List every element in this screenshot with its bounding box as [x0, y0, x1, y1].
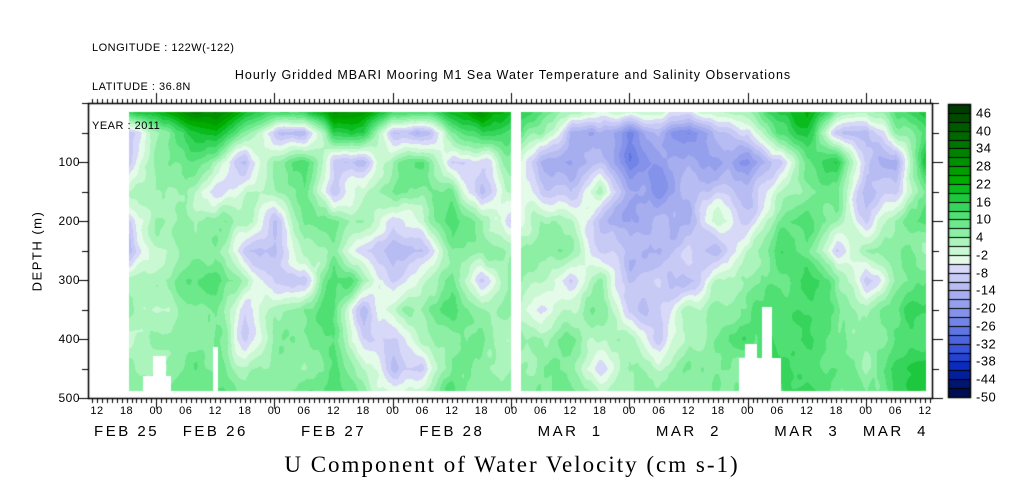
x-date-label: FEB 27	[301, 423, 367, 440]
colorbar-tick-label: -50	[976, 389, 997, 405]
x-hour-tick-label: 12	[445, 405, 459, 417]
x-hour-tick-label: 18	[593, 405, 607, 417]
x-hour-tick-label: 00	[149, 405, 163, 417]
colorbar-tick-label: -14	[976, 282, 997, 298]
y-axis-title: DEPTH (m)	[29, 210, 45, 292]
longitude-label: LONGITUDE : 122W(-122)	[92, 42, 235, 54]
colorbar-tick-label: -26	[976, 318, 997, 334]
colorbar-tick-label: -8	[976, 265, 989, 281]
x-hour-tick-label: 06	[415, 405, 429, 417]
x-date-label: MAR 2	[655, 423, 721, 440]
x-hour-tick-label: 00	[386, 405, 400, 417]
x-date-label: FEB 25	[94, 423, 160, 440]
colorbar-tick-label: 28	[976, 158, 992, 174]
colorbar-tick-label: -2	[976, 247, 989, 263]
x-hour-tick-label: 12	[918, 405, 932, 417]
x-hour-tick-label: 12	[681, 405, 696, 417]
colorbar-tick-label: 22	[976, 176, 992, 192]
colorbar-tick-label: 40	[976, 123, 992, 139]
x-hour-tick-label: 06	[770, 405, 784, 417]
x-hour-tick-label: 12	[563, 405, 577, 417]
y-tick-label: 100	[58, 155, 80, 169]
x-hour-tick-label: 00	[622, 405, 636, 417]
y-tick-label: 500	[58, 391, 80, 405]
x-hour-tick-label: 12	[90, 405, 104, 417]
colorbar-tick-label: -32	[976, 336, 997, 352]
x-hour-tick-label: 18	[119, 405, 134, 417]
colorbar-tick-label: 10	[976, 211, 992, 227]
colorbar-tick-label: -44	[976, 371, 997, 387]
latitude-label: LATITUDE : 36.8N	[92, 81, 191, 93]
y-tick-label: 300	[58, 273, 80, 287]
y-tick-label: 200	[58, 214, 80, 228]
x-hour-tick-label: 00	[740, 405, 755, 417]
x-hour-tick-label: 12	[208, 405, 222, 417]
x-hour-tick-label: 18	[238, 405, 252, 417]
colorbar-tick-label: 16	[976, 194, 992, 210]
x-date-label: MAR 1	[537, 423, 603, 440]
y-tick-label: 400	[58, 332, 80, 346]
x-hour-tick-label: 18	[711, 405, 725, 417]
x-hour-tick-label: 12	[326, 405, 341, 417]
x-hour-tick-label: 18	[474, 405, 489, 417]
colorbar-tick-label: -38	[976, 353, 997, 369]
colorbar-tick-label: 4	[976, 229, 984, 245]
x-date-label: MAR 3	[774, 423, 840, 440]
x-hour-tick-label: 06	[652, 405, 666, 417]
x-date-label: MAR 4	[862, 423, 928, 440]
header-info: LONGITUDE : 122W(-122) LATITUDE : 36.8N …	[92, 16, 234, 159]
x-hour-tick-label: 00	[504, 405, 518, 417]
colorbar-tick-label: 46	[976, 105, 992, 121]
colorbar-tick-label: -20	[976, 300, 997, 316]
x-hour-tick-label: 00	[859, 405, 873, 417]
x-hour-tick-label: 12	[800, 405, 814, 417]
x-hour-tick-label: 06	[179, 405, 193, 417]
x-hour-tick-label: 18	[829, 405, 843, 417]
x-date-label: FEB 26	[182, 423, 248, 440]
x-date-label: FEB 28	[419, 423, 485, 440]
colorbar-tick-label: 34	[976, 140, 992, 156]
x-hour-tick-label: 00	[267, 405, 282, 417]
x-hour-tick-label: 06	[533, 405, 548, 417]
x-hour-tick-label: 06	[888, 405, 903, 417]
x-hour-tick-label: 06	[297, 405, 311, 417]
plot-title: Hourly Gridded MBARI Mooring M1 Sea Wate…	[234, 68, 792, 82]
x-axis-title: U Component of Water Velocity (cm s-1)	[284, 452, 740, 477]
x-hour-tick-label: 18	[356, 405, 370, 417]
year-label: YEAR : 2011	[92, 120, 161, 132]
